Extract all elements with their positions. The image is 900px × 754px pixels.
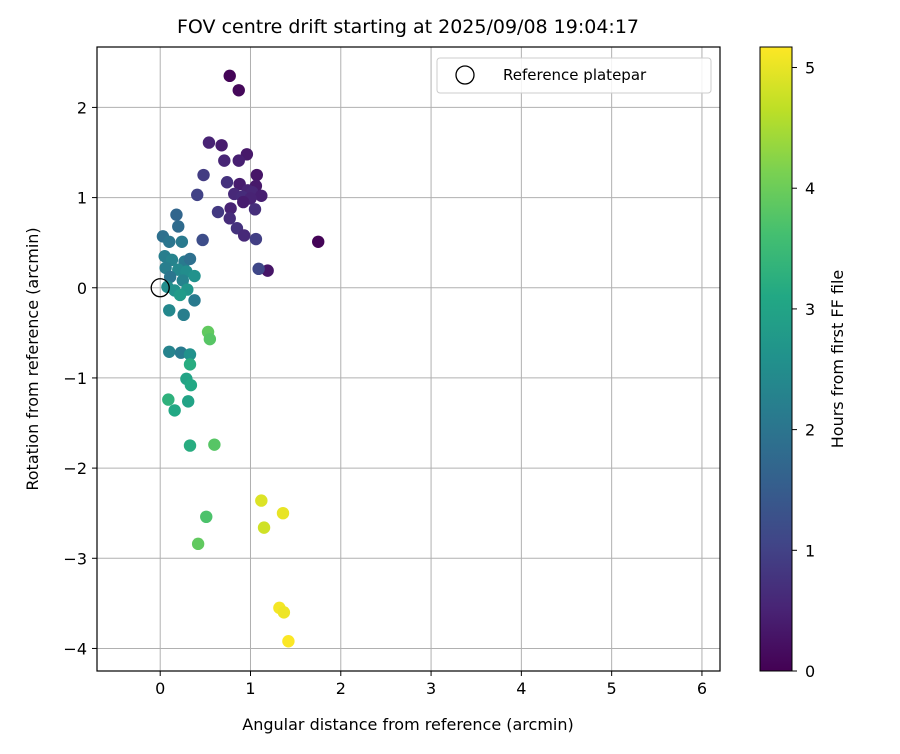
data-point — [162, 393, 175, 406]
data-point — [223, 212, 236, 225]
data-point — [255, 494, 268, 507]
data-point — [183, 358, 197, 371]
data-point — [203, 332, 217, 346]
x-tick-label: 4 — [516, 679, 526, 698]
data-point — [175, 235, 189, 248]
data-point — [188, 269, 201, 283]
data-point — [183, 252, 197, 266]
reference-platepar-marker — [150, 278, 170, 298]
colorbar-tick-label: 4 — [805, 179, 815, 198]
data-point — [211, 205, 225, 219]
data-point — [312, 235, 325, 248]
y-tick-label: −1 — [63, 369, 87, 388]
data-point — [255, 189, 268, 202]
data-point — [202, 136, 216, 149]
y-tick-label: 0 — [77, 279, 87, 298]
colorbar-gradient — [759, 46, 793, 672]
x-tick-label: 3 — [426, 679, 436, 698]
legend-entry-reference: Reference platepar — [503, 66, 647, 84]
legend-marker-icon — [455, 65, 475, 85]
y-tick-label: −3 — [63, 549, 87, 568]
data-point — [196, 233, 209, 247]
colorbar-tick-label: 1 — [805, 541, 815, 560]
data-point — [232, 84, 245, 97]
x-tick-label: 6 — [697, 679, 707, 698]
grid-lines — [97, 47, 720, 671]
data-point — [220, 176, 234, 189]
data-point — [276, 506, 290, 520]
y-tick-label: −4 — [63, 639, 87, 658]
data-point — [170, 208, 183, 221]
colorbar-tick-label: 0 — [805, 662, 815, 681]
data-point — [163, 345, 176, 358]
data-point — [257, 521, 271, 534]
data-point — [173, 288, 187, 302]
data-point — [237, 195, 250, 209]
data-point — [277, 606, 291, 619]
y-tick-label: 2 — [77, 98, 87, 117]
data-point — [197, 168, 210, 182]
colorbar-label: Hours from first FF file — [828, 270, 847, 449]
data-point — [168, 404, 181, 417]
data-point — [218, 154, 231, 167]
data-point — [172, 220, 185, 233]
y-axis-ticks: −4 −3 −2 −1 0 1 2 — [63, 98, 97, 658]
x-axis-label: Angular distance from reference (arcmin) — [242, 715, 573, 734]
colorbar-tick-label: 5 — [805, 59, 815, 78]
data-point — [181, 395, 195, 408]
legend: Reference platepar — [436, 57, 712, 94]
data-point — [223, 69, 236, 83]
legend-box — [436, 57, 712, 94]
data-point — [163, 235, 176, 248]
data-point — [183, 348, 197, 361]
data-point — [191, 188, 204, 202]
x-tick-label: 1 — [245, 679, 255, 698]
data-point — [232, 154, 245, 167]
y-tick-label: 1 — [77, 189, 87, 208]
data-point — [248, 203, 262, 216]
data-point — [250, 168, 264, 182]
data-point — [163, 270, 177, 284]
y-axis-label: Rotation from reference (arcmin) — [23, 227, 42, 490]
chart-title: FOV centre drift starting at 2025/09/08 … — [177, 16, 639, 38]
x-tick-label: 0 — [155, 679, 165, 698]
data-point — [252, 262, 265, 276]
data-point — [237, 229, 251, 242]
data-point — [191, 537, 205, 551]
data-point — [208, 438, 221, 451]
colorbar-ticks: 0 1 2 3 4 5 — [792, 59, 815, 681]
x-tick-label: 2 — [336, 679, 346, 698]
data-point — [200, 510, 213, 524]
data-point — [224, 202, 237, 215]
data-point — [249, 232, 263, 246]
colorbar-tick-label: 2 — [805, 421, 815, 440]
data-point — [184, 378, 198, 392]
colorbar-tick-label: 3 — [805, 300, 815, 319]
data-point — [163, 304, 176, 317]
data-point — [215, 139, 228, 152]
y-tick-label: −2 — [63, 459, 87, 478]
x-axis-ticks: 0 1 2 3 4 5 6 — [155, 671, 707, 698]
colorbar: 0 1 2 3 4 5 Hours from first FF file — [759, 46, 847, 681]
x-tick-label: 5 — [607, 679, 617, 698]
data-point — [177, 308, 190, 322]
data-point — [188, 294, 201, 307]
data-points — [150, 69, 325, 648]
data-point — [282, 635, 295, 648]
data-point — [183, 439, 197, 452]
plot-area-frame — [96, 46, 721, 672]
